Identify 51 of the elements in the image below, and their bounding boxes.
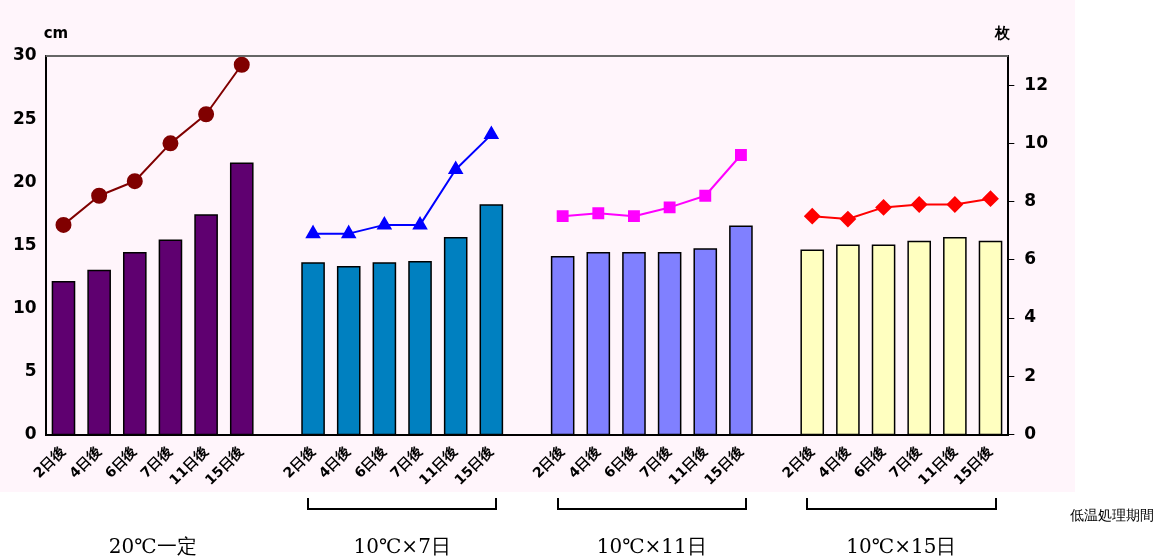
point (484, 126, 499, 140)
point (699, 189, 712, 202)
y2-axis-title: 枚 (994, 24, 1012, 43)
y-tick-label: 5 (24, 359, 37, 380)
text: 10℃×15日 (846, 534, 957, 558)
point (839, 211, 856, 228)
x-tick-label: 4日後 (565, 442, 604, 481)
y-tick-label: 25 (12, 107, 37, 128)
y-tick-label: 30 (12, 44, 37, 65)
point (91, 187, 108, 204)
point (377, 216, 392, 230)
y-axis-title: cm (43, 24, 69, 43)
point (126, 173, 143, 190)
y2-tick-label: 12 (1024, 73, 1049, 94)
y2-tick-label: 4 (1024, 306, 1037, 327)
text: 10℃×7日 (353, 534, 451, 558)
point (306, 225, 321, 239)
y-tick-label: 0 (24, 422, 37, 443)
y-tick-label: 10 (12, 296, 37, 317)
point (804, 208, 821, 225)
point (982, 190, 999, 207)
y2-tick-label: 10 (1024, 131, 1049, 152)
point (911, 196, 928, 213)
y-tick-label: 20 (12, 170, 37, 191)
point (341, 225, 356, 239)
point (628, 210, 640, 223)
point (233, 56, 250, 73)
y2-tick-label: 8 (1024, 190, 1037, 211)
point (734, 149, 747, 161)
x-tick-label: 2日後 (529, 442, 568, 481)
point (198, 106, 215, 123)
text: 低温処理期間 (1070, 506, 1154, 523)
point (556, 210, 569, 223)
point (592, 207, 605, 220)
point (448, 161, 463, 175)
text: 20℃一定 (108, 534, 197, 558)
text: 10℃×11日 (596, 534, 707, 558)
x-tick-label: 2日後 (778, 442, 817, 481)
x-tick-label: 6日後 (351, 442, 390, 481)
x-tick-label: 2日後 (30, 442, 69, 481)
y-tick-label: 15 (12, 233, 37, 254)
y2-tick-label: 0 (1024, 422, 1037, 443)
point (412, 216, 428, 230)
point (946, 196, 963, 213)
point (663, 201, 676, 214)
y2-tick-label: 6 (1024, 248, 1037, 269)
point (55, 216, 72, 233)
point (875, 199, 892, 216)
x-tick-label: 2日後 (279, 442, 318, 481)
y2-tick-label: 2 (1024, 364, 1037, 385)
point (162, 135, 179, 152)
